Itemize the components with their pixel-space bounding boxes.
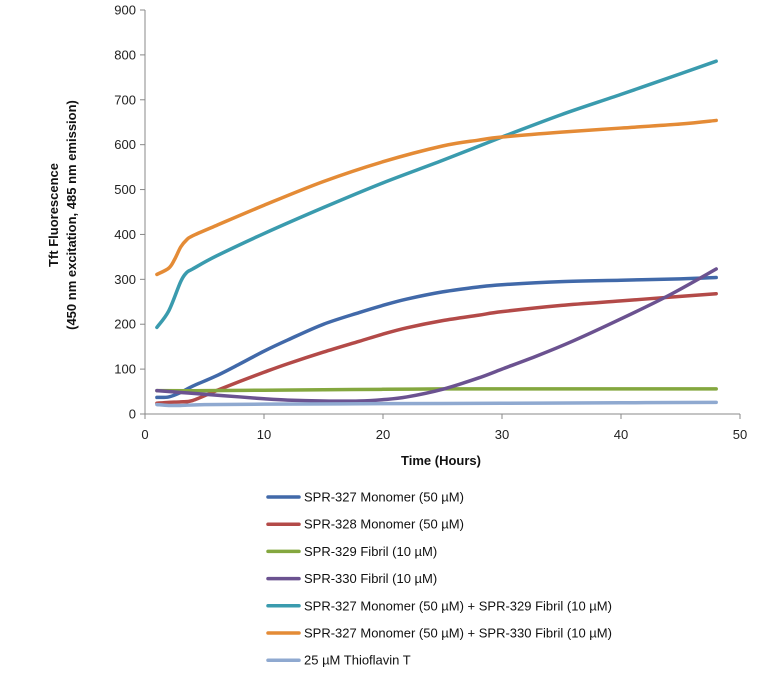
y-tick-label: 900 bbox=[114, 3, 136, 18]
y-tick-label: 500 bbox=[114, 182, 136, 197]
x-tick-label: 40 bbox=[614, 427, 628, 442]
y-tick-label: 100 bbox=[114, 362, 136, 377]
y-axis-title-line2: (450 nm excitation, 485 nm emission) bbox=[64, 100, 79, 330]
series-line-1 bbox=[155, 275, 718, 400]
legend-label: SPR-330 Fibril (10 µM) bbox=[304, 571, 437, 586]
series-line-7 bbox=[155, 400, 718, 408]
y-ticks: 0 100 200 300 400 500 600 700 800 900 bbox=[114, 3, 145, 422]
legend-label: SPR-329 Fibril (10 µM) bbox=[304, 544, 437, 559]
x-axis-title: Time (Hours) bbox=[401, 453, 481, 468]
plot-area: 0 100 200 300 400 500 600 700 800 900 0 10 20 30 40 50 bbox=[114, 3, 747, 443]
x-tick-label: 20 bbox=[376, 427, 390, 442]
x-tick-label: 50 bbox=[733, 427, 747, 442]
legend-label: SPR-327 Monomer (50 µM) + SPR-329 Fibril… bbox=[304, 598, 612, 613]
x-tick-label: 0 bbox=[141, 427, 148, 442]
legend-item: SPR-330 Fibril (10 µM) bbox=[266, 571, 437, 586]
legend-item: SPR-329 Fibril (10 µM) bbox=[266, 544, 437, 559]
y-tick-label: 600 bbox=[114, 137, 136, 152]
legend-item: SPR-327 Monomer (50 µM) bbox=[266, 490, 464, 505]
legend-item: SPR-327 Monomer (50 µM) + SPR-330 Fibril… bbox=[266, 626, 612, 641]
series-line-5 bbox=[155, 59, 718, 330]
legend-label: SPR-328 Monomer (50 µM) bbox=[304, 517, 464, 532]
series-line-2 bbox=[155, 291, 718, 405]
y-tick-label: 800 bbox=[114, 47, 136, 62]
y-tick-label: 700 bbox=[114, 92, 136, 107]
legend-item: SPR-328 Monomer (50 µM) bbox=[266, 517, 464, 532]
legend-label: 25 µM Thioflavin T bbox=[304, 653, 411, 668]
y-axis-title-line1: Tft Fluorescence bbox=[46, 163, 61, 267]
x-tick-label: 10 bbox=[257, 427, 271, 442]
y-axis-title: Tft Fluorescence (450 nm excitation, 485… bbox=[46, 100, 79, 330]
legend-item: 25 µM Thioflavin T bbox=[266, 653, 411, 668]
y-tick-label: 200 bbox=[114, 317, 136, 332]
series-line-4 bbox=[155, 267, 718, 403]
x-tick-label: 30 bbox=[495, 427, 509, 442]
legend-item: SPR-327 Monomer (50 µM) + SPR-329 Fibril… bbox=[266, 598, 612, 613]
x-ticks: 0 10 20 30 40 50 bbox=[141, 414, 747, 442]
y-tick-label: 0 bbox=[129, 407, 136, 422]
y-tick-label: 400 bbox=[114, 227, 136, 242]
y-tick-label: 300 bbox=[114, 272, 136, 287]
series-lines bbox=[155, 59, 718, 408]
series-line-6 bbox=[155, 118, 718, 277]
legend: SPR-327 Monomer (50 µM) SPR-328 Monomer (… bbox=[266, 490, 612, 668]
legend-label: SPR-327 Monomer (50 µM) + SPR-330 Fibril… bbox=[304, 626, 612, 641]
legend-label: SPR-327 Monomer (50 µM) bbox=[304, 490, 464, 505]
